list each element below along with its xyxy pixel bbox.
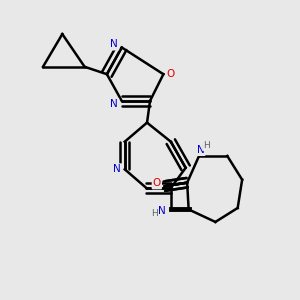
Text: N: N bbox=[197, 145, 204, 155]
Text: H: H bbox=[151, 209, 158, 218]
Text: N: N bbox=[110, 40, 118, 50]
Text: O: O bbox=[167, 69, 175, 79]
Text: N: N bbox=[110, 99, 118, 109]
Text: N: N bbox=[158, 206, 166, 216]
Text: H: H bbox=[203, 141, 210, 150]
Text: O: O bbox=[153, 178, 161, 188]
Text: N: N bbox=[113, 164, 121, 174]
